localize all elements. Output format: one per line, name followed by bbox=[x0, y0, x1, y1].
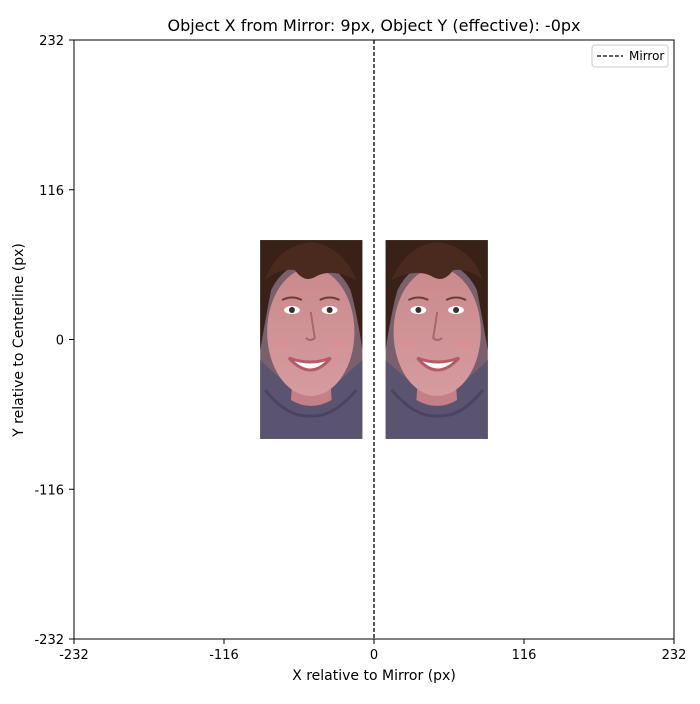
x-axis-ticks: -232 -116 0 116 232 bbox=[59, 639, 686, 663]
y-axis-ticks: -232 -116 0 116 232 bbox=[34, 34, 74, 648]
y-tick-label: -232 bbox=[34, 633, 64, 648]
x-tick-label: 232 bbox=[662, 648, 687, 663]
x-tick-label: -232 bbox=[59, 648, 89, 663]
x-tick-label: -116 bbox=[209, 648, 239, 663]
y-tick-label: 0 bbox=[56, 334, 64, 349]
chart-title: Object X from Mirror: 9px, Object Y (eff… bbox=[167, 16, 580, 35]
legend: Mirror bbox=[591, 44, 669, 68]
legend-box bbox=[591, 44, 669, 68]
y-tick-label: 116 bbox=[39, 184, 64, 199]
reflection-image bbox=[258, 238, 364, 441]
legend-label-mirror: Mirror bbox=[629, 49, 664, 63]
x-tick-label: 0 bbox=[370, 648, 378, 663]
y-tick-label: -116 bbox=[34, 483, 64, 498]
x-tick-label: 116 bbox=[512, 648, 537, 663]
object-image bbox=[384, 238, 490, 441]
x-axis-label: X relative to Mirror (px) bbox=[292, 668, 456, 684]
y-tick-label: 232 bbox=[39, 34, 64, 49]
plot-area bbox=[74, 40, 674, 639]
y-axis-label: Y relative to Centerline (px) bbox=[11, 243, 27, 438]
